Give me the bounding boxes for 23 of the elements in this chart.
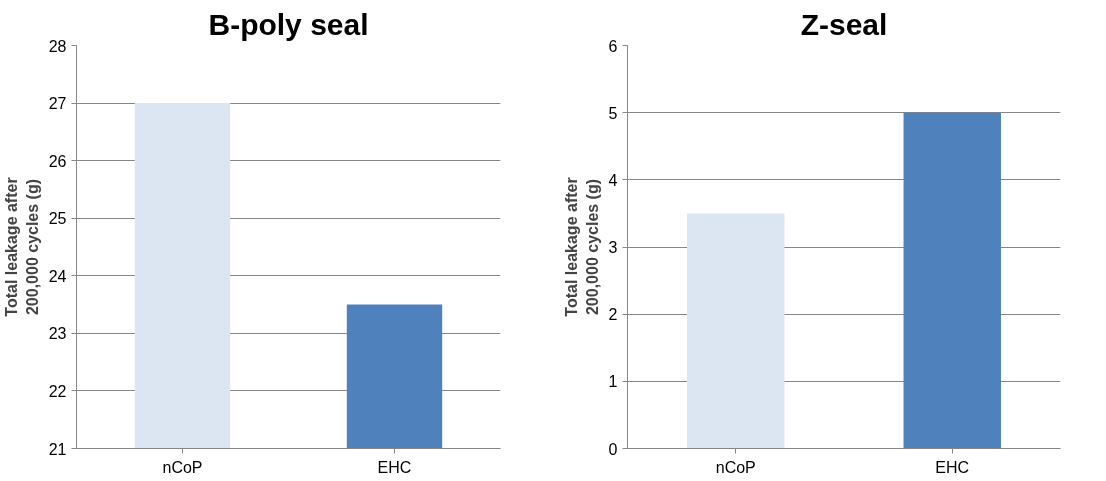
y-axis-title: Total leakage after 200,000 cycles (g)	[3, 177, 41, 317]
y-tick-label: 22	[48, 382, 67, 400]
y-tick-label: 0	[608, 440, 618, 458]
y-tick-label: 24	[48, 267, 67, 285]
x-tick-label: nCoP	[162, 458, 203, 476]
y-tick-label: 25	[48, 210, 67, 228]
y-tick-label: 3	[608, 239, 618, 256]
y-tick-label: 4	[608, 171, 618, 189]
y-tick-label: 5	[608, 104, 618, 122]
y-axis-title: Total leakage after 200,000 cycles (g)	[563, 177, 601, 317]
x-tick-label: EHC	[377, 458, 412, 476]
y-tick-label: 6	[608, 37, 618, 55]
x-tick-label: EHC	[935, 458, 970, 476]
chart-title: Z-seal	[800, 7, 888, 41]
y-tick-label: 21	[48, 440, 67, 458]
y-tick-label: 26	[48, 152, 67, 170]
y-tick-label: 1	[608, 373, 618, 391]
x-tick-label: nCoP	[715, 458, 756, 476]
chart-title: B-poly seal	[208, 7, 369, 41]
y-tick-label: 23	[48, 325, 67, 343]
y-tick-label: 28	[48, 37, 67, 55]
y-tick-label: 2	[608, 306, 618, 324]
y-tick-label: 27	[48, 95, 67, 113]
